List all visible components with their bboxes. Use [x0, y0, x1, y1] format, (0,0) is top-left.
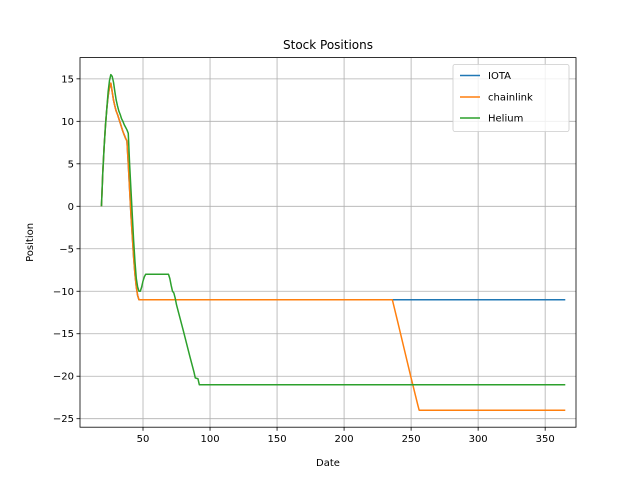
series-lines — [100, 73, 566, 411]
y-tick-label: −15 — [53, 329, 74, 340]
chart-title: Stock Positions — [283, 38, 373, 52]
y-tick-label: 15 — [61, 74, 74, 85]
y-tick-label: −25 — [53, 414, 74, 425]
legend-label-iota: IOTA — [488, 71, 511, 82]
x-axis-label: Date — [316, 458, 340, 469]
y-tick-label: 10 — [61, 117, 74, 128]
x-tick-label: 100 — [200, 434, 219, 445]
legend-label-helium: Helium — [488, 114, 523, 125]
legend: IOTA chainlink Helium — [452, 64, 570, 132]
legend-label-chainlink: chainlink — [488, 93, 533, 104]
x-tick-label: 200 — [335, 434, 354, 445]
y-tick-label: −5 — [59, 244, 74, 255]
x-tick-label: 250 — [402, 434, 421, 445]
series-line-helium — [100, 73, 566, 386]
y-tick-label: 5 — [68, 159, 74, 170]
x-tick-label: 150 — [268, 434, 287, 445]
y-tick-label: 0 — [68, 202, 74, 213]
x-tick-label: 350 — [536, 434, 555, 445]
grid — [80, 57, 576, 428]
y-tick-label: −20 — [53, 372, 74, 383]
x-tick-label: 300 — [469, 434, 488, 445]
plot-frame — [79, 57, 577, 428]
series-line-chainlink — [100, 82, 566, 411]
y-tick-label: −10 — [53, 287, 74, 298]
x-tick-label: 50 — [137, 434, 150, 445]
y-axis-label: Position — [25, 223, 36, 262]
legend-box — [452, 64, 570, 132]
